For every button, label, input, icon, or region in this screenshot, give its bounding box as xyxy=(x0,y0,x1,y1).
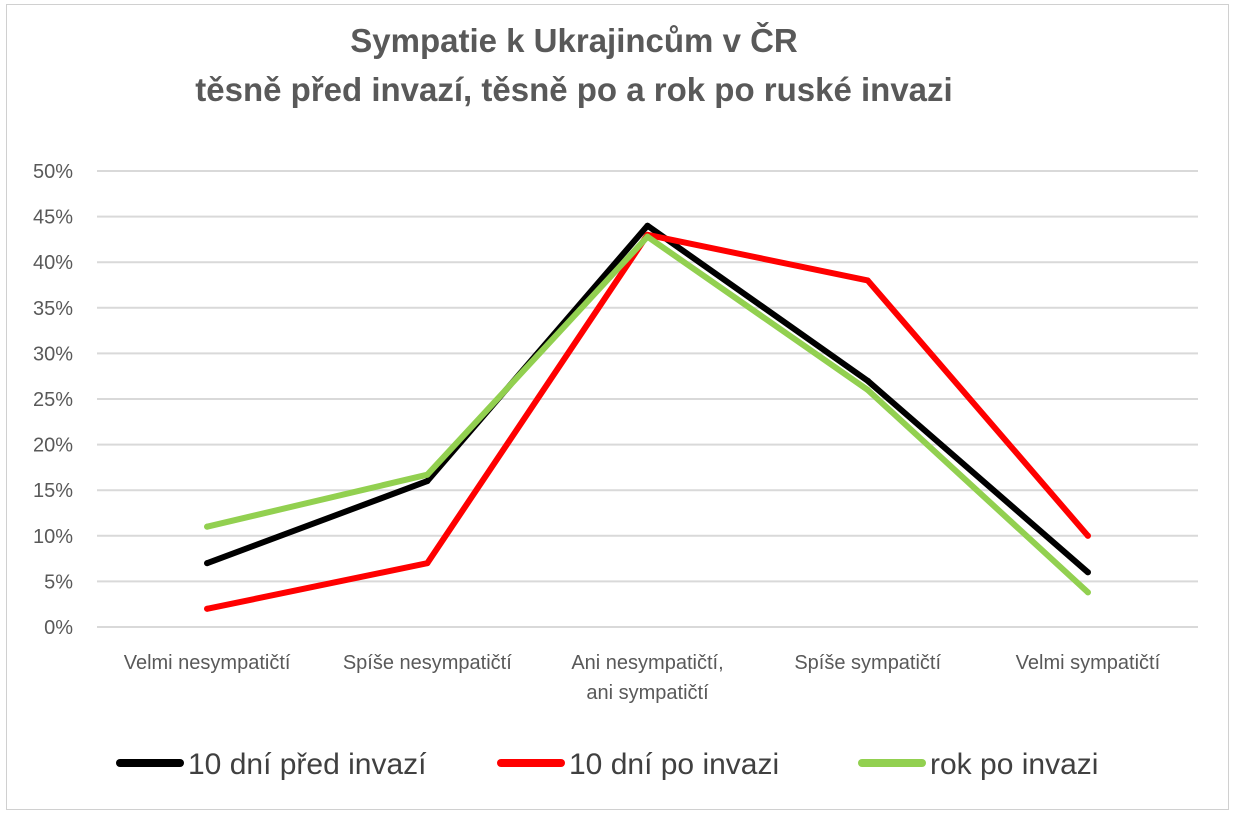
legend: 10 dní před invazí 10 dní po invazi rok po… xyxy=(116,748,1098,781)
y-tick-label: 5% xyxy=(44,571,73,593)
series-1-point xyxy=(1084,569,1091,576)
chart-title-line-1: Sympatie k Ukrajincům v ČR xyxy=(350,21,798,59)
series-3-point xyxy=(424,471,431,478)
y-tick-label: 45% xyxy=(33,207,73,229)
y-tick-label: 20% xyxy=(33,435,73,457)
x-category-label: Ani nesympatičtí, xyxy=(571,652,723,674)
series-2-point xyxy=(864,277,871,284)
x-category-label: Spíše sympatičtí xyxy=(794,652,941,674)
chart-title-line-2: těsně před invazí, těsně po a rok po rus… xyxy=(195,71,952,108)
legend-label-1: 10 dní před invazí xyxy=(188,748,427,781)
legend-label-3: rok po invazi xyxy=(930,748,1098,781)
legend-label-2: 10 dní po invazi xyxy=(569,748,779,781)
x-category-label: Velmi sympatičtí xyxy=(1016,652,1161,674)
series-2-point xyxy=(204,605,211,612)
y-tick-label: 30% xyxy=(33,343,73,365)
x-category-label: Velmi nesympatičtí xyxy=(124,652,291,674)
chart-title: Sympatie k Ukrajincům v ČR těsně před inv… xyxy=(195,21,952,108)
series-3-point xyxy=(1084,589,1091,596)
series-2-point xyxy=(1084,532,1091,539)
y-tick-label: 0% xyxy=(44,617,73,639)
y-axis-ticks: 0% 5% 10% 15% 20% 25% 30% 35% 40% 45% 50% xyxy=(33,161,73,639)
y-tick-label: 40% xyxy=(33,252,73,274)
y-tick-label: 15% xyxy=(33,480,73,502)
series-1-point xyxy=(424,478,431,485)
chart-frame xyxy=(6,4,1229,810)
series-1-point xyxy=(644,222,651,229)
gridlines xyxy=(97,170,1198,628)
series-lines xyxy=(204,222,1091,612)
series-1-point xyxy=(864,377,871,384)
x-axis-categories: Velmi nesympatičtí Spíše nesympatičtí Ani … xyxy=(124,652,1161,704)
series-line-3 xyxy=(204,233,1091,596)
x-category-label: Spíše nesympatičtí xyxy=(343,652,512,674)
y-tick-label: 50% xyxy=(33,161,73,183)
y-tick-label: 35% xyxy=(33,298,73,320)
series-3-point xyxy=(864,386,871,393)
y-tick-label: 25% xyxy=(33,389,73,411)
y-tick-label: 10% xyxy=(33,526,73,548)
x-category-label: ani sympatičtí xyxy=(586,682,709,704)
series-line-2 xyxy=(204,231,1091,612)
series-2-point xyxy=(424,560,431,567)
series-3-point xyxy=(644,233,651,240)
series-3-point xyxy=(204,523,211,530)
series-1-point xyxy=(204,560,211,567)
